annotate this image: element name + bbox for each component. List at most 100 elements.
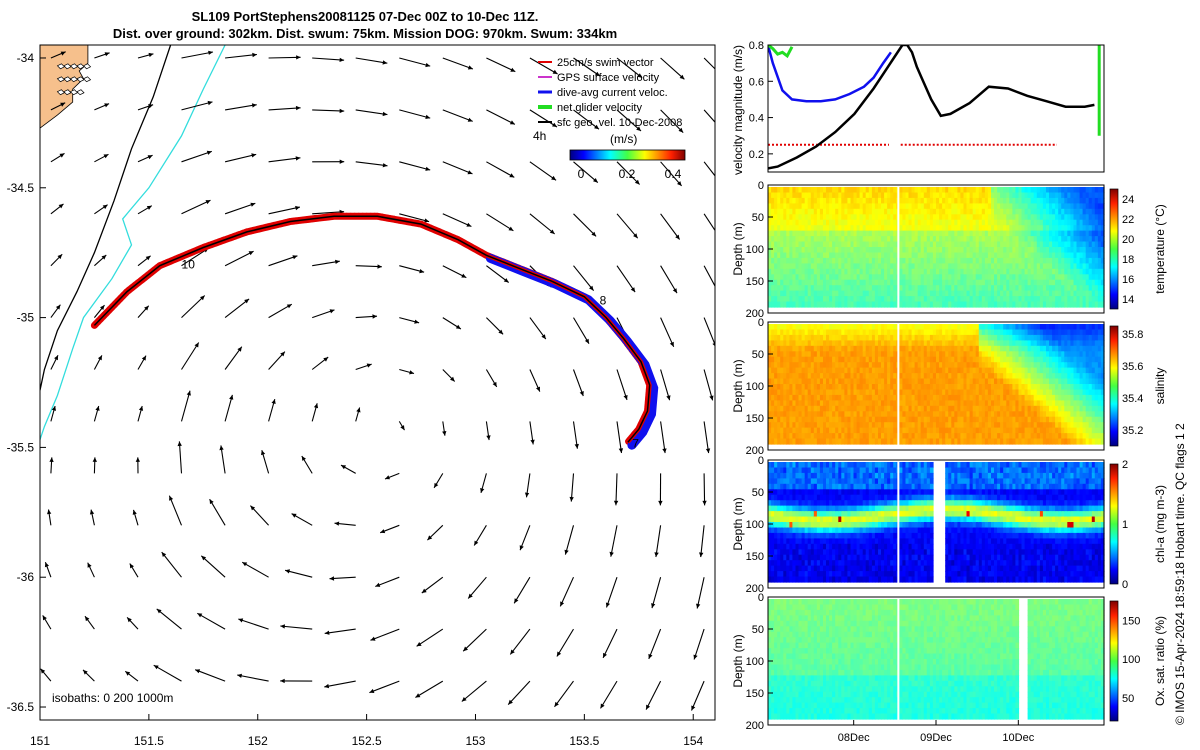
heatmap-cell xyxy=(859,329,864,336)
heatmap-cell xyxy=(1094,208,1099,215)
heatmap-cell xyxy=(884,400,888,407)
heatmap-cell xyxy=(936,268,940,275)
heatmap-cell xyxy=(1039,214,1044,221)
heatmap-cell xyxy=(1015,268,1020,275)
heatmap-cell xyxy=(905,279,910,286)
heatmap-cell xyxy=(1064,252,1068,259)
heatmap-cell xyxy=(884,263,888,270)
heatmap-cell xyxy=(844,263,849,270)
heatmap-cell xyxy=(1100,247,1105,254)
heatmap-cell xyxy=(871,225,876,232)
heatmap-cell xyxy=(997,192,1001,199)
heatmap-cell xyxy=(926,268,931,275)
heatmap-cell xyxy=(850,208,855,215)
heatmap-cell xyxy=(899,438,903,445)
heatmap-cell xyxy=(878,214,882,221)
heatmap-cell xyxy=(1006,214,1010,221)
heatmap-cell xyxy=(847,241,852,248)
current-vector xyxy=(181,150,212,163)
heatmap-cell xyxy=(902,389,907,396)
heatmap-cell xyxy=(780,219,784,226)
heatmap-cell xyxy=(819,384,824,391)
heatmap-cell xyxy=(1000,290,1004,297)
heatmap-cell xyxy=(801,356,806,363)
heatmap-cell xyxy=(853,214,858,221)
heatmap-cell xyxy=(862,219,867,226)
heatmap-cell xyxy=(887,268,891,275)
heatmap-cell xyxy=(850,324,855,331)
heatmap-cell xyxy=(862,214,867,221)
heatmap-cell xyxy=(780,225,784,232)
heatmap-cell xyxy=(795,362,800,369)
heatmap-cell xyxy=(792,400,797,407)
heatmap-cell xyxy=(1030,219,1035,226)
heatmap-cell xyxy=(997,225,1001,232)
heatmap-cell xyxy=(1076,301,1081,308)
heatmap-cell xyxy=(838,405,842,412)
heatmap-cell xyxy=(939,394,943,401)
heatmap-cell xyxy=(1049,378,1053,385)
heatmap-cell xyxy=(786,433,790,440)
heatmap-cell xyxy=(1009,378,1013,385)
heatmap-cell xyxy=(1088,279,1093,286)
heatmap-cell xyxy=(1021,400,1026,407)
heatmap-cell xyxy=(1027,329,1032,336)
heatmap-cell xyxy=(777,373,781,380)
heatmap-cell xyxy=(893,394,897,401)
heatmap-cell xyxy=(1033,214,1038,221)
heatmap-cell xyxy=(1097,252,1102,259)
current-vector-head xyxy=(677,181,682,186)
heatmap-cell xyxy=(1027,274,1032,281)
heatmap-cell xyxy=(786,285,790,292)
heatmap-cell xyxy=(997,416,1001,423)
heatmap-cell xyxy=(911,433,916,440)
heatmap-cell xyxy=(768,268,772,275)
heatmap-cell xyxy=(991,367,995,374)
current-vector-head xyxy=(519,545,524,551)
heatmap-cell xyxy=(966,197,971,204)
current-vector-head xyxy=(536,386,540,392)
heatmap-cell xyxy=(838,187,842,194)
heatmap-cell xyxy=(856,405,861,412)
heatmap-cell xyxy=(792,384,797,391)
heatmap-cell xyxy=(856,422,861,429)
heatmap-cell xyxy=(1091,279,1096,286)
heatmap-cell xyxy=(819,411,824,418)
heatmap-cell xyxy=(1012,268,1017,275)
heatmap-cell xyxy=(884,427,888,434)
heatmap-cell xyxy=(798,416,803,423)
heatmap-cell xyxy=(908,274,913,281)
heatmap-cell xyxy=(810,351,815,358)
heatmap-cell xyxy=(774,373,778,380)
heatmap-cell xyxy=(813,296,818,303)
heatmap-cell xyxy=(783,411,787,418)
heatmap-cell xyxy=(932,405,937,412)
current-vector-head xyxy=(103,154,109,159)
heatmap-cell xyxy=(1070,296,1075,303)
heatmap-cell xyxy=(801,274,806,281)
heatmap-cell xyxy=(936,340,940,347)
current-vector xyxy=(573,213,597,237)
heatmap-cell xyxy=(789,340,794,347)
heatmap-cell xyxy=(804,345,809,352)
map-ytick-label: -34.5 xyxy=(7,181,35,195)
heatmap-cell xyxy=(826,411,830,418)
heatmap-cell xyxy=(853,219,858,226)
heatmap-cell xyxy=(994,394,998,401)
heatmap-cell xyxy=(1018,192,1023,199)
heatmap-cell xyxy=(786,373,790,380)
heatmap-cell xyxy=(1036,263,1041,270)
heatmap-cell xyxy=(939,351,943,358)
heatmap-cell xyxy=(929,394,934,401)
heatmap-cell xyxy=(868,203,873,210)
heatmap-cell xyxy=(871,301,876,308)
heatmap-cell xyxy=(774,378,778,385)
heatmap-cell xyxy=(911,236,916,243)
heatmap-cell xyxy=(957,290,962,297)
heatmap-cell xyxy=(816,362,821,369)
heatmap-cell xyxy=(890,187,894,194)
heatmap-cell xyxy=(798,362,803,369)
heatmap-cell xyxy=(945,225,949,232)
heatmap-cell xyxy=(871,290,876,297)
heatmap-cell xyxy=(975,389,980,396)
